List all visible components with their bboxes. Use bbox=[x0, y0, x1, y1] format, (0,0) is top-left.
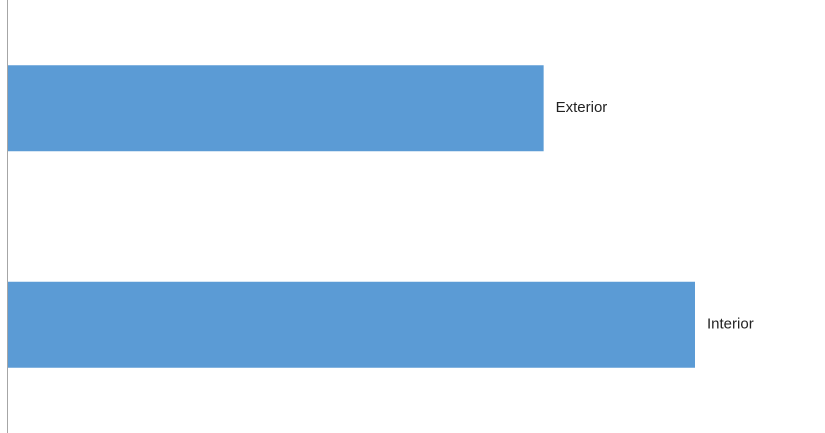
bar-interior bbox=[7, 281, 695, 368]
bar-label-interior: Interior bbox=[707, 316, 754, 333]
bar-label-exterior: Exterior bbox=[556, 99, 608, 116]
bars-group bbox=[7, 65, 695, 368]
bar-labels-group: Exterior Interior bbox=[556, 99, 754, 333]
bar-exterior bbox=[7, 65, 544, 152]
